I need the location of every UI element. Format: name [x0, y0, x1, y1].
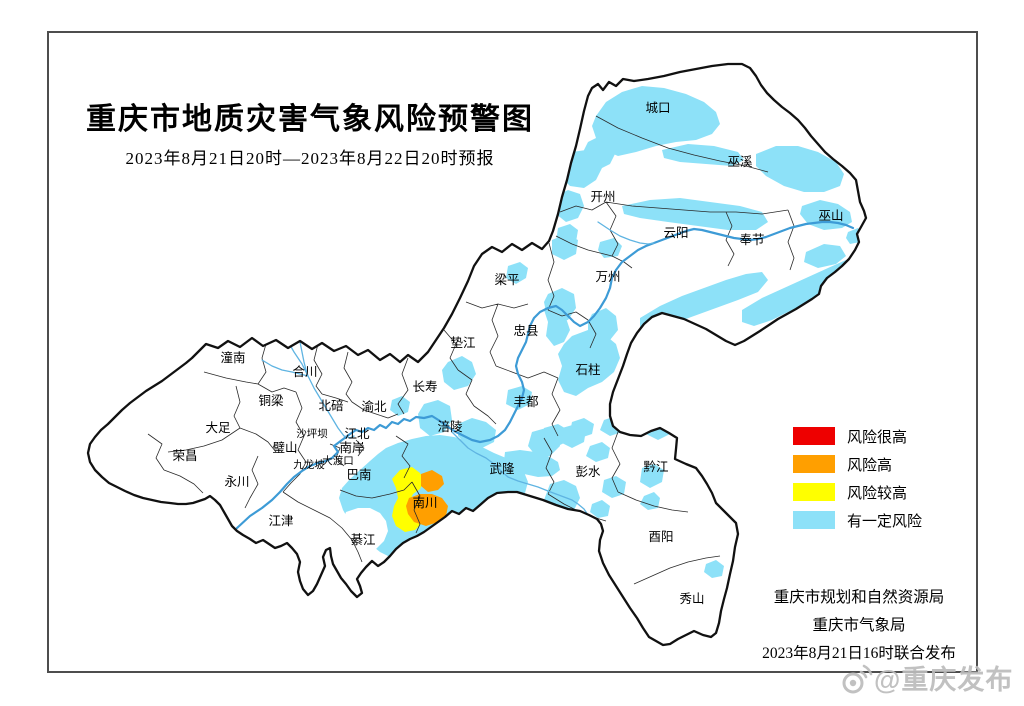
district-label-武隆: 武隆 — [489, 461, 515, 476]
risk-legend: 风险很高 风险高 风险较高 有一定风险 — [793, 427, 922, 539]
watermark: @重庆发布 — [838, 662, 1013, 698]
legend-row-high: 风险高 — [793, 455, 922, 474]
issuer-footer: 重庆市规划和自然资源局 重庆市气象局 2023年8月21日16时联合发布 — [736, 584, 982, 668]
tributary-rivers — [261, 221, 655, 545]
legend-swatch-some — [793, 511, 835, 529]
district-label-云阳: 云阳 — [663, 226, 688, 240]
district-label-江津: 江津 — [268, 514, 293, 528]
legend-swatch-high — [793, 455, 835, 473]
legend-row-medium: 风险较高 — [793, 483, 922, 502]
district-label-奉节: 奉节 — [739, 233, 764, 247]
district-label-城口: 城口 — [645, 101, 670, 115]
district-label-万州: 万州 — [595, 270, 620, 284]
district-label-酉阳: 酉阳 — [648, 530, 673, 544]
weibo-icon — [842, 664, 873, 694]
district-label-南岸: 南岸 — [339, 440, 364, 455]
watermark-text: @重庆发布 — [874, 665, 1014, 695]
issue-time-line: 2023年8月21日16时联合发布 — [762, 645, 956, 662]
district-label-荣昌: 荣昌 — [172, 449, 197, 463]
district-label-九龙坡: 九龙坡 — [293, 458, 325, 471]
district-label-渝北: 渝北 — [361, 399, 387, 414]
legend-swatch-very-high — [793, 427, 835, 445]
district-label-潼南: 潼南 — [220, 350, 245, 365]
district-label-沙坪坝: 沙坪坝 — [296, 427, 328, 440]
district-label-南川: 南川 — [412, 495, 437, 510]
page-title: 重庆市地质灾害气象风险预警图 — [86, 103, 534, 136]
legend-label-medium: 风险较高 — [847, 485, 908, 502]
risk-patches-orange — [406, 470, 448, 526]
district-label-垫江: 垫江 — [450, 335, 475, 350]
district-label-石柱: 石柱 — [575, 362, 600, 377]
district-label-大渡口: 大渡口 — [322, 454, 354, 467]
district-label-合川: 合川 — [292, 364, 317, 379]
district-label-铜梁: 铜梁 — [258, 393, 284, 408]
district-labels: 城口巫溪开州巫山云阳奉节万州 梁平忠县垫江石柱长寿丰都涪陵 潼南合川铜梁 北碚 渝北大足… — [172, 101, 843, 606]
forecast-period-subtitle: 2023年8月21日20时—2023年8月22日20时预报 — [125, 149, 495, 168]
district-label-巫溪: 巫溪 — [727, 155, 753, 169]
legend-swatch-medium — [793, 483, 835, 501]
legend-row-very-high: 风险很高 — [793, 427, 922, 446]
district-label-彭水: 彭水 — [575, 465, 601, 479]
legend-label-very-high: 风险很高 — [847, 429, 908, 446]
qijiang-white-area — [342, 508, 388, 553]
legend-label-high: 风险高 — [847, 457, 893, 474]
district-label-璧山: 璧山 — [272, 440, 297, 455]
district-label-永川: 永川 — [224, 475, 249, 489]
district-label-黔江: 黔江 — [643, 459, 668, 474]
district-label-綦江: 綦江 — [350, 533, 375, 547]
risk-patches-blue — [339, 86, 864, 578]
district-label-江北: 江北 — [344, 427, 370, 441]
legend-row-some: 有一定风险 — [793, 511, 923, 530]
district-label-丰都: 丰都 — [513, 395, 539, 409]
district-boundaries — [147, 115, 795, 585]
district-label-北碚: 北碚 — [318, 398, 343, 413]
district-label-梁平: 梁平 — [494, 272, 519, 287]
district-label-大足: 大足 — [205, 421, 231, 435]
legend-label-some: 有一定风险 — [847, 513, 923, 530]
issuer-line-2: 重庆市气象局 — [812, 617, 906, 634]
district-label-涪陵: 涪陵 — [437, 419, 463, 434]
issuer-line-1: 重庆市规划和自然资源局 — [773, 589, 945, 606]
map-frame-border — [47, 31, 978, 673]
district-label-忠县: 忠县 — [513, 324, 538, 338]
yangtze-river — [235, 220, 855, 530]
chongqing-outer-boundary — [86, 62, 868, 647]
district-label-巴南: 巴南 — [346, 467, 371, 482]
district-label-巫山: 巫山 — [818, 209, 843, 223]
district-label-秀山: 秀山 — [679, 592, 704, 606]
district-label-长寿: 长寿 — [412, 380, 437, 394]
district-label-开州: 开州 — [590, 190, 615, 204]
